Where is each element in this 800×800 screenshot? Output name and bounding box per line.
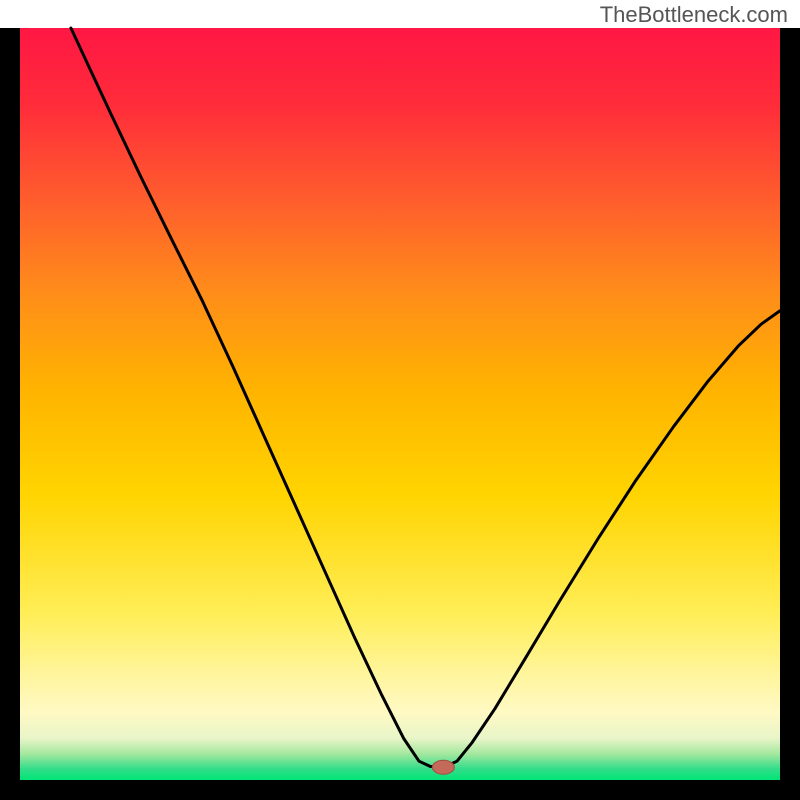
chart-canvas xyxy=(0,0,800,800)
bottleneck-chart: TheBottleneck.com xyxy=(0,0,800,800)
optimal-marker xyxy=(432,760,454,774)
frame-left xyxy=(0,28,20,800)
frame-bottom xyxy=(0,780,800,800)
watermark-text: TheBottleneck.com xyxy=(600,2,788,28)
frame-right xyxy=(780,28,800,800)
plot-background xyxy=(20,28,780,780)
